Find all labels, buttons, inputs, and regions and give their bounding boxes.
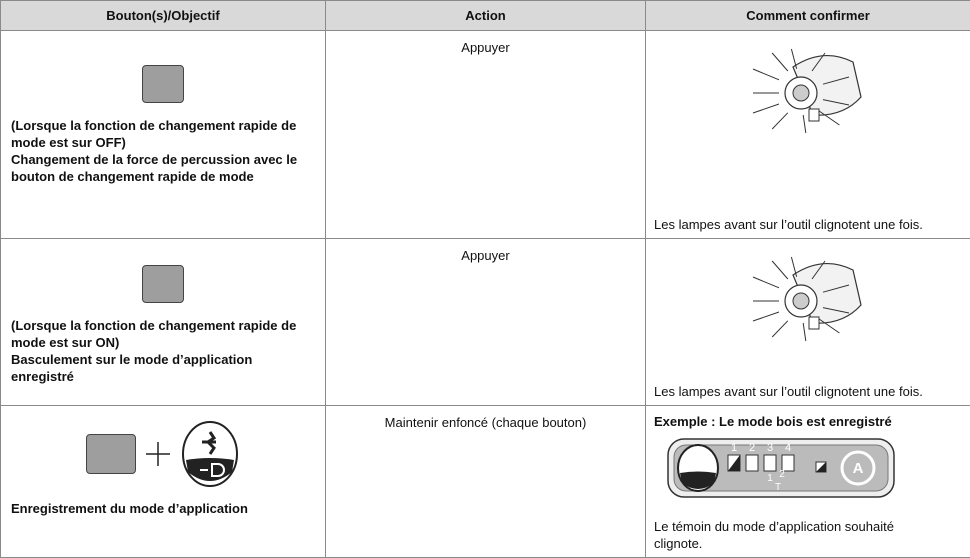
drill-illustration	[752, 256, 862, 342]
drill-part	[808, 108, 820, 122]
drill-illustration	[752, 48, 862, 134]
objective-text: (Lorsque la fonction de changement rapid…	[11, 117, 301, 185]
drill-part	[818, 110, 840, 126]
panel-label: 2	[779, 469, 785, 480]
drill-part	[818, 318, 840, 334]
description: Enregistrement du mode d’application	[11, 501, 248, 516]
panel-label: 1	[767, 473, 773, 484]
drill-part	[752, 68, 780, 81]
drill-part	[752, 103, 780, 114]
description: Changement de la force de percussion ave…	[11, 152, 298, 184]
drill-part	[771, 112, 789, 130]
header-cell: Bouton(s)/Objectif	[0, 0, 326, 31]
drill-part	[802, 322, 807, 342]
svg-text:A: A	[853, 460, 864, 477]
panel-illustration: 1 2 3 4 1 2 T A	[667, 438, 895, 498]
action-cell: Maintenir enfoncé (chaque bouton)	[325, 405, 646, 558]
confirm-cell: Les lampes avant sur l’outil clignotent …	[645, 238, 970, 406]
drill-part	[792, 84, 810, 102]
confirm-text: Le témoin du mode d’application souhaité…	[654, 519, 894, 551]
drill-part	[790, 48, 798, 69]
condition: (Lorsque la fonction de changement rapid…	[11, 318, 297, 350]
drill-part	[822, 307, 850, 314]
drill-part	[771, 260, 789, 280]
objective-cell: (Lorsque la fonction de changement rapid…	[0, 30, 326, 239]
drill-part	[752, 311, 780, 322]
drill-part	[822, 99, 850, 106]
drill-part	[811, 260, 826, 280]
panel-label: 3	[767, 442, 773, 454]
header-cell: Action	[325, 0, 646, 31]
description: Basculement sur le mode d’application en…	[11, 352, 253, 384]
panel-label: T	[775, 482, 781, 493]
panel-label: 4	[785, 442, 791, 454]
action: Appuyer	[461, 40, 510, 55]
panel-label: 1	[731, 442, 737, 454]
condition: (Lorsque la fonction de changement rapid…	[11, 118, 297, 150]
header-row: Bouton(s)/Objectif Action Comment confir…	[0, 0, 970, 31]
button-icon	[142, 65, 184, 103]
confirm-cell: Exemple : Le mode bois est enregistré 1 …	[645, 405, 970, 558]
confirm-text: Les lampes avant sur l’outil clignotent …	[654, 384, 923, 399]
objective-text: (Lorsque la fonction de changement rapid…	[11, 317, 301, 385]
action: Maintenir enfoncé (chaque bouton)	[384, 415, 587, 430]
action: Appuyer	[461, 248, 510, 263]
drill-part	[802, 114, 807, 134]
button-icon	[142, 265, 184, 303]
drill-part	[792, 292, 810, 310]
drill-part	[771, 320, 789, 338]
row: (Lorsque la fonction de changement rapid…	[0, 238, 970, 406]
mode-button-icon	[182, 421, 238, 487]
action-cell: Appuyer	[325, 238, 646, 406]
plus-sign	[146, 442, 170, 466]
objective-cell: (Lorsque la fonction de changement rapid…	[0, 238, 326, 406]
header-cell: Comment confirmer	[645, 0, 970, 31]
drill-part	[811, 52, 826, 72]
objective-cell: Enregistrement du mode d’application	[0, 405, 326, 558]
action-cell: Appuyer	[325, 30, 646, 239]
confirm-cell: Les lampes avant sur l’outil clignotent …	[645, 30, 970, 239]
drill-part	[822, 76, 850, 85]
drill-part	[771, 52, 789, 72]
panel-label: 2	[749, 442, 755, 454]
row: (Lorsque la fonction de changement rapid…	[0, 30, 970, 239]
drill-part	[822, 284, 850, 293]
confirm-text: Les lampes avant sur l’outil clignotent …	[654, 217, 923, 232]
drill-part	[752, 276, 780, 289]
example-title: Exemple : Le mode bois est enregistré	[654, 414, 892, 429]
button-icon	[86, 434, 136, 474]
row: Enregistrement du mode d’application Mai…	[0, 405, 970, 558]
drill-part	[808, 316, 820, 330]
drill-part	[790, 256, 798, 277]
